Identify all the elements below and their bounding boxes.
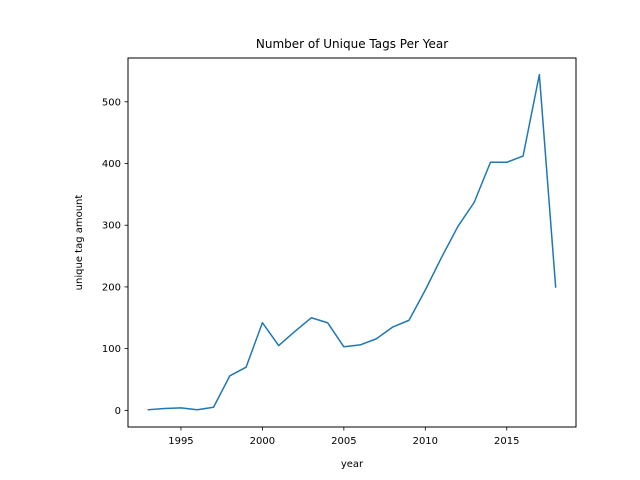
series-line	[147, 73, 557, 411]
x-tick-label: 2015	[494, 436, 519, 447]
y-tick-label: 0	[115, 406, 121, 417]
x-tick-label: 1995	[168, 436, 193, 447]
x-tick-label: 2010	[413, 436, 438, 447]
y-tick-label: 200	[102, 282, 121, 293]
y-tick-label: 400	[102, 159, 121, 170]
y-tick-label: 500	[102, 97, 121, 108]
y-tick-label: 100	[102, 344, 121, 355]
x-tick-label: 2005	[331, 436, 356, 447]
axes-frame	[127, 57, 577, 428]
x-axis-title: year	[341, 459, 364, 470]
y-axis-title: unique tag amount	[74, 195, 85, 291]
x-tick-label: 2000	[250, 436, 275, 447]
chart-title: Number of Unique Tags Per Year	[256, 37, 448, 51]
y-tick-label: 300	[102, 221, 121, 232]
plot-area	[147, 73, 557, 411]
